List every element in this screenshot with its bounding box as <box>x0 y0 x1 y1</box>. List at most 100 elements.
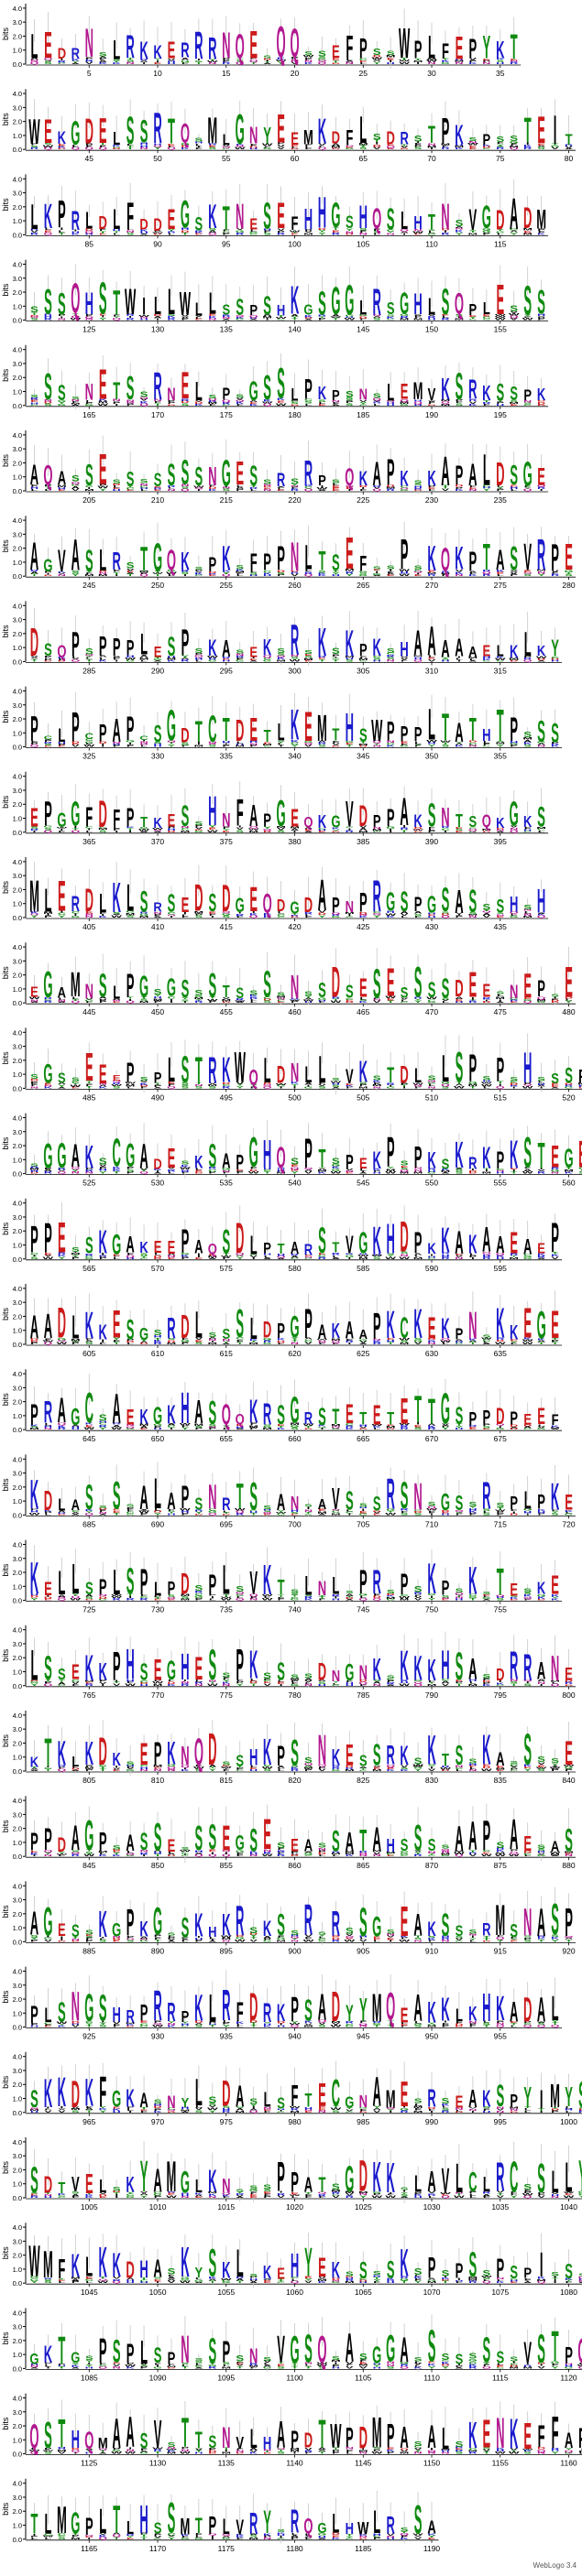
y-tick-label: 2.0 <box>13 32 22 40</box>
logo-letter: E <box>332 484 339 488</box>
logo-letter: S <box>44 61 51 65</box>
logo-letter-main: W <box>180 286 192 322</box>
x-tick-label: 155 <box>494 325 507 334</box>
logo-letter: D <box>44 659 53 661</box>
logo-letter: W <box>303 55 314 59</box>
logo-letter: I <box>526 142 529 146</box>
logo-letter-main: R <box>71 47 81 63</box>
logo-letter-main: R <box>112 548 121 576</box>
logo-letter-main: K <box>99 1321 108 1345</box>
logo-letter-main: P <box>208 554 216 576</box>
logo-letter: Y <box>332 571 339 575</box>
logo-letter: S <box>223 488 230 492</box>
logo-letter-main: S <box>510 305 518 314</box>
logo-letter: R <box>140 58 149 60</box>
logo-letter-main: S <box>428 978 436 1003</box>
logo-letter-main: N <box>468 1303 477 1348</box>
logo-letter: Q <box>413 401 423 405</box>
logo-letter-main: R <box>468 1154 478 1173</box>
logo-letter-main: A <box>44 1306 52 1345</box>
logo-letter-main: E <box>236 454 244 492</box>
logo-letter-main: K <box>167 1400 175 1429</box>
logo-letter-main: W <box>235 1043 246 1092</box>
x-tick-label: 355 <box>494 752 507 761</box>
logo-letter: P <box>85 57 93 60</box>
logo-letter: I <box>402 233 405 235</box>
logo-letter-main: A <box>318 1321 326 1343</box>
logo-letter: A <box>181 57 189 60</box>
logo-letter: E <box>346 147 353 148</box>
logo-letter-main: M <box>303 125 313 149</box>
logo-letter: Q <box>400 487 409 489</box>
logo-letter: F <box>401 659 408 662</box>
logo-letter-main: P <box>99 631 107 662</box>
logo-letter-main: S <box>401 886 409 918</box>
y-tick-label: 1.0 <box>13 815 22 823</box>
logo-letter: K <box>387 316 395 320</box>
logo-letter-main: G <box>236 106 245 154</box>
logo-letter-main: S <box>236 649 244 655</box>
logo-letter: H <box>332 574 340 577</box>
logo-letter-main: E <box>168 1835 176 1855</box>
x-tick-label: 530 <box>151 1179 164 1188</box>
logo-letter: F <box>31 144 38 147</box>
y-tick-label: 1.0 <box>13 132 22 140</box>
logo-letter-main: S <box>236 296 244 321</box>
logo-letter-main: A <box>30 1308 38 1345</box>
logo-letter-main: K <box>291 277 299 322</box>
logo-letter-main: Q <box>222 1398 231 1430</box>
logo-letter: E <box>318 404 325 407</box>
logo-letter: L <box>140 488 148 491</box>
logo-letter: K <box>455 489 464 492</box>
logo-letter: R <box>523 658 533 660</box>
logo-letter: A <box>373 59 382 61</box>
logo-letter-main: P <box>140 1562 148 1603</box>
logo-letter: C <box>85 738 94 741</box>
logo-letter: H <box>140 145 148 148</box>
x-tick-label: 300 <box>288 666 301 675</box>
logo-letter: T <box>31 312 38 316</box>
logo-letter: I <box>88 487 91 490</box>
logo-letter: N <box>332 399 340 402</box>
logo-letter: I <box>252 657 255 659</box>
logo-letter: K <box>263 572 272 575</box>
logo-letter: W <box>166 571 177 575</box>
y-tick-label: 2.0 <box>13 1654 22 1662</box>
logo-letter-main: A <box>496 1232 504 1258</box>
x-tick-label: 350 <box>425 752 438 761</box>
y-tick-label: 2.0 <box>13 459 22 467</box>
logo-letter: A <box>140 654 148 658</box>
logo-letter: T <box>333 570 340 572</box>
logo-letter-main: R <box>510 1643 518 1688</box>
logo-letter: P <box>469 60 477 63</box>
logo-letter: Q <box>537 484 546 487</box>
logo-letter-main: P <box>387 716 395 747</box>
logo-letter-main: A <box>496 1748 505 1770</box>
logo-letter: E <box>332 229 339 233</box>
logo-letter: R <box>58 60 66 63</box>
logo-letter: D <box>208 571 217 574</box>
logo-letter-main: S <box>291 1674 299 1679</box>
logo-letter-main: A <box>346 1316 354 1344</box>
logo-letter-main: E <box>456 29 464 66</box>
y-tick-label: 1.0 <box>13 644 22 652</box>
logo-letter-main: S <box>318 1221 326 1261</box>
logo-letter: P <box>414 313 422 317</box>
logo-letter-main: P <box>99 1827 107 1856</box>
x-tick-label: 830 <box>425 1776 438 1785</box>
logo-letter: P <box>497 401 504 404</box>
logo-letter-main: K <box>468 1560 478 1603</box>
logo-letter-main: S <box>442 974 450 1005</box>
logo-letter: E <box>469 145 477 148</box>
y-tick-label: 2.0 <box>13 1312 22 1321</box>
logo-letter-main: S <box>456 1492 464 1516</box>
logo-letter-main: G <box>126 1136 135 1174</box>
logo-letter-main: S <box>85 1579 93 1598</box>
logo-letter: M <box>276 659 285 662</box>
logo-letter-main: S <box>523 1130 532 1178</box>
logo-letter-main: S <box>85 459 93 493</box>
logo-letter: G <box>84 741 93 744</box>
